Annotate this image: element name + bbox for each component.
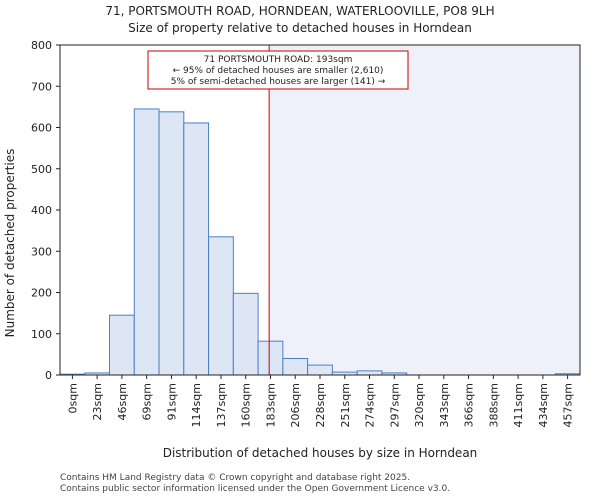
y-axis-label: Number of detached properties	[3, 149, 17, 338]
y-tick-label: 700	[31, 80, 52, 93]
bar-160sqm	[232, 292, 259, 376]
bar-274sqm	[356, 370, 383, 376]
y-tick-label: 200	[31, 287, 52, 300]
x-tick-label: 457sqm	[562, 383, 575, 427]
bar-228sqm	[307, 364, 333, 376]
annotation-line-2: ← 95% of detached houses are smaller (2,…	[173, 66, 384, 76]
x-tick-label: 320sqm	[413, 383, 426, 427]
y-tick-label: 100	[31, 328, 52, 341]
bar-69sqm	[133, 108, 160, 376]
x-tick-label: 91sqm	[165, 383, 178, 420]
x-tick-label: 343sqm	[438, 383, 451, 427]
chart: 71 PORTSMOUTH ROAD: 193sqm← 95% of detac…	[3, 39, 581, 460]
bar-206sqm	[282, 358, 309, 376]
x-tick-label: 206sqm	[289, 383, 302, 427]
chart-subtitle: Size of property relative to detached ho…	[128, 21, 472, 35]
y-tick-label: 600	[31, 122, 52, 135]
y-tick-label: 300	[31, 245, 52, 258]
x-tick-label: 388sqm	[487, 383, 500, 427]
chart-title: 71, PORTSMOUTH ROAD, HORNDEAN, WATERLOOV…	[105, 4, 495, 18]
y-tick-label: 400	[31, 204, 52, 217]
x-tick-label: 274sqm	[364, 383, 377, 427]
footer-line-2: Contains public sector information licen…	[60, 484, 451, 494]
x-tick-label: 411sqm	[512, 383, 525, 427]
x-tick-label: 183sqm	[264, 383, 277, 427]
x-tick-label: 434sqm	[537, 383, 550, 427]
y-tick-label: 500	[31, 163, 52, 176]
x-tick-label: 160sqm	[240, 383, 253, 427]
x-axis-label: Distribution of detached houses by size …	[163, 446, 478, 460]
bar-46sqm	[109, 314, 135, 376]
bar-91sqm	[158, 111, 185, 376]
x-tick-label: 0sqm	[66, 383, 79, 413]
x-tick-label: 137sqm	[215, 383, 228, 427]
annotation-box	[147, 50, 409, 90]
x-tick-label: 23sqm	[91, 383, 104, 420]
annotation-line-1: 71 PORTSMOUTH ROAD: 193sqm	[204, 55, 353, 65]
y-tick-label: 800	[31, 39, 52, 52]
y-tick-label: 0	[45, 369, 52, 382]
x-tick-label: 297sqm	[388, 383, 401, 427]
x-tick-label: 228sqm	[314, 383, 327, 427]
footer-line-1: Contains HM Land Registry data © Crown c…	[60, 473, 411, 483]
x-tick-label: 366sqm	[463, 383, 476, 427]
shaded-region	[269, 45, 580, 375]
x-tick-label: 251sqm	[339, 383, 352, 427]
bar-114sqm	[183, 122, 210, 376]
x-tick-label: 69sqm	[141, 383, 154, 420]
x-tick-label: 46sqm	[116, 383, 129, 420]
annotation-line-3: 5% of semi-detached houses are larger (1…	[171, 77, 386, 87]
x-tick-label: 114sqm	[190, 383, 203, 427]
bar-137sqm	[208, 236, 234, 376]
bar-183sqm	[257, 340, 284, 376]
